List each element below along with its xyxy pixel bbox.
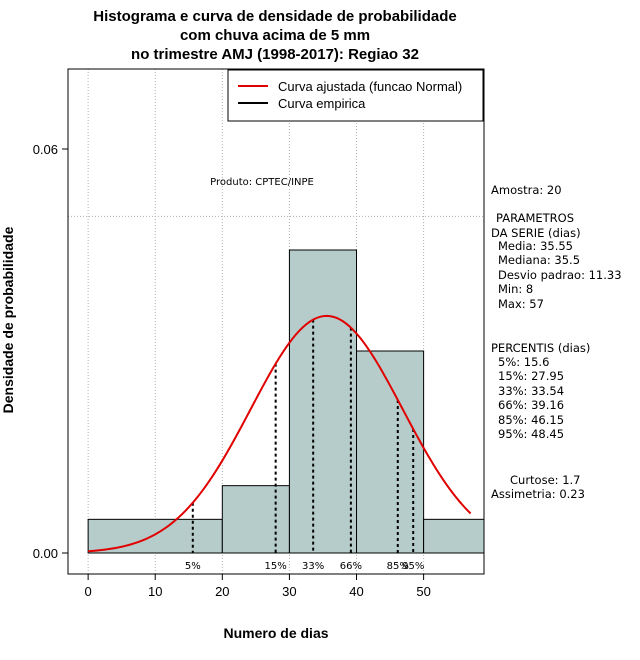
stat-p95: 95%: 48.45 xyxy=(498,427,564,441)
stat-curtose: Curtose: 1.7 xyxy=(510,473,580,487)
stat-p15: 15%: 27.95 xyxy=(498,369,564,383)
x-tick-label-1: 10 xyxy=(148,584,162,599)
stat-desvio: Desvio padrao: 11.33 xyxy=(498,268,622,282)
x-tick-label-4: 40 xyxy=(349,584,363,599)
stat-max: Max: 57 xyxy=(498,297,544,311)
params-title-2: DA SERIE (dias) xyxy=(491,226,581,240)
legend: Curva ajustada (funcao Normal) Curva emp… xyxy=(227,69,484,122)
histogram-bar-0 xyxy=(87,518,223,554)
stat-assimetria: Assimetria: 0.23 xyxy=(491,487,585,501)
params-title-1: PARAMETROS xyxy=(496,211,574,225)
stat-p66: 66%: 39.16 xyxy=(498,398,564,412)
stats-panel: Amostra: 20 PARAMETROS DA SERIE (dias) M… xyxy=(491,183,622,501)
histogram-bar-3 xyxy=(356,350,425,554)
curve-layer xyxy=(88,314,472,553)
x-tick-label-2: 20 xyxy=(215,584,229,599)
chart-title-line-2: com chuva acima de 5 mm xyxy=(180,27,370,44)
x-tick-label-3: 30 xyxy=(282,584,296,599)
stat-amostra: Amostra: 20 xyxy=(491,183,562,197)
chart-title-line-1: Histograma e curva de densidade de proba… xyxy=(93,8,456,25)
histogram-bar-2 xyxy=(288,249,358,554)
percentis-title: PERCENTIS (dias) xyxy=(491,341,590,355)
histogram-bar-1 xyxy=(221,485,290,554)
stat-p85: 85%: 46.15 xyxy=(498,413,564,427)
percentile-label-4: 85% xyxy=(387,561,409,572)
percentile-label-3: 66% xyxy=(340,561,362,572)
percentile-label-1: 15% xyxy=(265,561,287,572)
legend-label-empirical: Curva empirica xyxy=(278,96,366,111)
histogram-bar-4 xyxy=(423,518,485,554)
stat-mediana: Mediana: 35.5 xyxy=(498,253,580,267)
stat-min: Min: 8 xyxy=(498,282,533,296)
fitted-normal-curve xyxy=(88,314,472,553)
y-tick-label-1: 0.06 xyxy=(33,142,58,157)
plot-frame xyxy=(67,68,485,575)
x-tick-label-5: 50 xyxy=(416,584,430,599)
chart-title-line-3: no trimestre AMJ (1998-2017): Regiao 32 xyxy=(131,46,419,63)
legend-box xyxy=(227,69,484,122)
stat-media: Media: 35.55 xyxy=(498,239,573,253)
legend-label-fitted: Curva ajustada (funcao Normal) xyxy=(278,79,462,94)
percentile-line-layer: 5% 15% 33% 66% 85%95% xyxy=(185,319,424,572)
product-annotation: Produto: CPTEC/INPE xyxy=(210,177,314,188)
percentile-label-0: 5% xyxy=(185,561,201,572)
x-tick-label-0: 0 xyxy=(85,584,92,599)
y-tick-label-0: 0.00 xyxy=(33,546,58,561)
x-axis-label: Numero de dias xyxy=(223,625,328,641)
percentile-label-5: 95% xyxy=(402,561,424,572)
y-axis-label: Densidade de probabilidade xyxy=(0,226,16,413)
stat-p33: 33%: 33.54 xyxy=(498,384,564,398)
percentile-label-2: 33% xyxy=(302,561,324,572)
bar-layer xyxy=(87,249,485,554)
stat-p5: 5%: 15.6 xyxy=(498,355,549,369)
